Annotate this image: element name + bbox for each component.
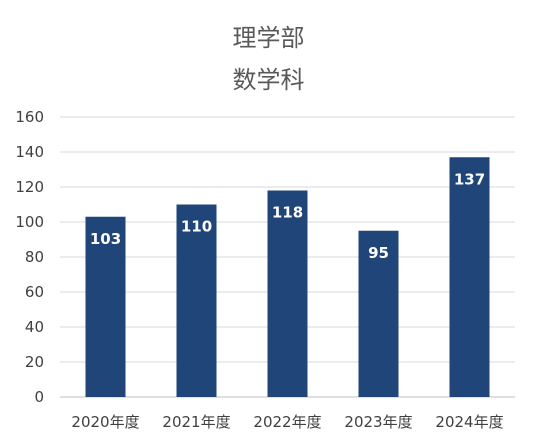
data-label: 137 — [454, 170, 485, 188]
y-tick-label: 140 — [15, 143, 44, 161]
y-tick-label: 40 — [25, 318, 44, 336]
data-label: 95 — [368, 244, 389, 262]
y-tick-label: 100 — [15, 213, 44, 231]
y-tick-label: 60 — [25, 283, 44, 301]
chart-title-line-1: 理学部 — [232, 24, 305, 52]
bar — [267, 190, 308, 397]
x-tick-label: 2021年度 — [162, 413, 230, 431]
y-tick-label: 20 — [25, 353, 44, 371]
data-label: 103 — [90, 230, 121, 248]
bar — [358, 230, 399, 397]
data-label: 118 — [272, 204, 303, 222]
chart-title-line-2: 数学科 — [232, 66, 305, 94]
x-tick-label: 2022年度 — [253, 413, 321, 431]
y-tick-label: 160 — [15, 108, 44, 126]
y-tick-label: 0 — [34, 388, 44, 406]
x-tick-label: 2023年度 — [344, 413, 412, 431]
data-label: 110 — [181, 218, 212, 236]
bar — [176, 204, 217, 397]
y-tick-label: 80 — [25, 248, 44, 266]
y-tick-label: 120 — [15, 178, 44, 196]
bar — [449, 157, 490, 397]
bar — [85, 216, 126, 397]
x-tick-label: 2024年度 — [435, 413, 503, 431]
x-tick-label: 2020年度 — [71, 413, 139, 431]
